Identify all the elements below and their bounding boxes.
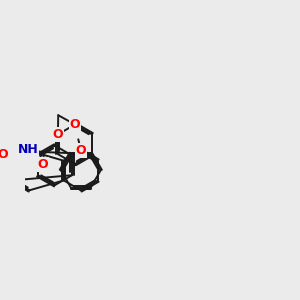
Text: O: O bbox=[52, 128, 63, 141]
Text: NH: NH bbox=[17, 143, 38, 156]
Text: O: O bbox=[76, 144, 86, 157]
Text: O: O bbox=[24, 144, 35, 157]
Text: O: O bbox=[0, 148, 8, 161]
Text: O: O bbox=[38, 158, 48, 171]
Text: O: O bbox=[70, 118, 80, 131]
